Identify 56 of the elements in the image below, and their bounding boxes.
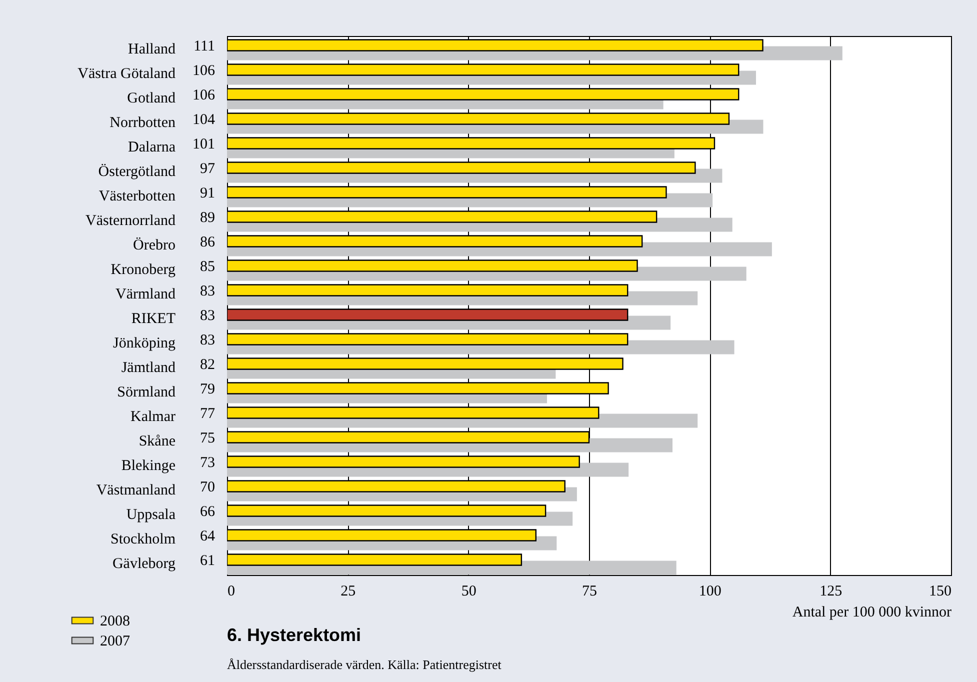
data-label: 66	[200, 504, 216, 520]
x-tick-label: 25	[340, 584, 356, 600]
y-tick-label: Västmanland	[96, 482, 176, 498]
data-label: 111	[194, 38, 215, 54]
y-tick-label: Värmland	[116, 286, 176, 302]
text: Åldersstandardiserade värden. Källa: Patientregistret	[227, 657, 502, 672]
y-tick-label: Örebro	[133, 236, 176, 254]
y-tick-label: Blekinge	[121, 458, 176, 474]
data-label: 104	[192, 112, 216, 128]
x-tick-label: 150	[929, 584, 952, 600]
data-label: 70	[200, 479, 215, 496]
data-label: 82	[200, 356, 215, 373]
y-tick-label: Sörmland	[117, 384, 176, 400]
data-label: 86	[200, 234, 216, 250]
data-label: 106	[192, 87, 216, 104]
data-label: 89	[200, 210, 215, 226]
data-label: 64	[200, 528, 216, 544]
data-label: 97	[200, 160, 216, 177]
y-tick-label: Västra Götaland	[78, 66, 176, 82]
legend-label: 2007	[100, 634, 130, 650]
data-label: 101	[192, 136, 215, 152]
data-label: 83	[200, 283, 215, 300]
x-axis-title: Antal per 100 000 kvinnor	[792, 604, 952, 620]
x-tick-label: 50	[461, 584, 476, 600]
data-label: 85	[200, 258, 215, 275]
data-label: 73	[200, 454, 215, 471]
legend-label: 2008	[100, 614, 130, 630]
x-tick-label: 100	[698, 584, 722, 600]
y-tick-label: RIKET	[131, 310, 176, 327]
data-label: 83	[200, 308, 215, 324]
y-tick-label: Kronoberg	[110, 262, 176, 278]
y-tick-label: Gävleborg	[112, 556, 176, 572]
x-tick-label: 75	[582, 584, 597, 600]
x-tick-label: 125	[820, 584, 842, 600]
y-tick-label: Dalarna	[128, 139, 176, 156]
data-label: 61	[200, 552, 215, 569]
y-tick-label: Halland	[128, 41, 176, 58]
data-label: 106	[192, 62, 216, 79]
y-tick-label: Jämtland	[121, 360, 176, 376]
data-label: 83	[200, 332, 215, 348]
text: 6. Hysterektomi	[227, 625, 362, 645]
y-tick-label: Norrbotten	[110, 114, 176, 131]
data-label: 75	[200, 430, 215, 446]
y-tick-label: Skåne	[138, 433, 176, 450]
y-tick-label: Kalmar	[130, 408, 176, 425]
y-tick-label: Västerbotten	[98, 188, 176, 204]
data-label: 91	[200, 185, 215, 202]
y-tick-label: Västernorrland	[86, 212, 176, 229]
x-tick-label: 0	[228, 584, 235, 600]
y-tick-label: Gotland	[127, 90, 176, 106]
y-tick-label: Jönköping	[112, 335, 176, 352]
data-label: 79	[200, 381, 215, 398]
y-tick-label: Uppsala	[126, 506, 176, 523]
y-tick-label: Stockholm	[110, 531, 176, 548]
y-tick-label: Östergötland	[98, 162, 176, 180]
data-label: 77	[200, 406, 216, 422]
